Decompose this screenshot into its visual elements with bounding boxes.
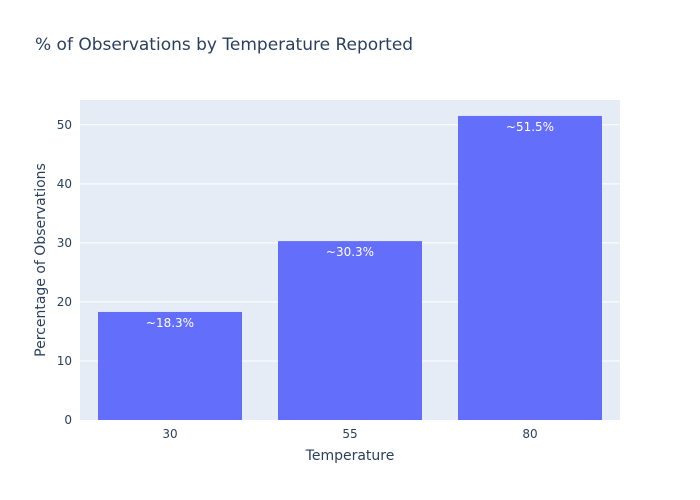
chart-title: % of Observations by Temperature Reporte…: [35, 35, 413, 55]
y-axis-label: Percentage of Observations: [33, 163, 49, 357]
x-axis-ticks: 30 55 80: [162, 427, 537, 441]
bar-value-label: ~51.5%: [506, 120, 554, 134]
y-tick-label: 30: [57, 236, 72, 250]
y-tick-label: 50: [57, 118, 72, 132]
y-tick-label: 40: [57, 177, 72, 191]
x-tick-label: 30: [162, 427, 177, 441]
bar: [278, 241, 422, 420]
bar-value-label: ~18.3%: [146, 316, 194, 330]
x-tick-label: 80: [522, 427, 537, 441]
x-tick-label: 55: [342, 427, 357, 441]
bar: [458, 115, 602, 421]
bar: [98, 311, 242, 420]
bars: [98, 115, 602, 421]
y-axis-ticks: 0 10 20 30 40 50: [57, 118, 72, 427]
y-tick-label: 20: [57, 295, 72, 309]
data-labels: ~18.3% ~30.3% ~51.5%: [146, 120, 554, 330]
y-tick-label: 0: [64, 413, 72, 427]
y-tick-label: 10: [57, 354, 72, 368]
x-axis-label: Temperature: [305, 448, 395, 464]
bar-value-label: ~30.3%: [326, 245, 374, 259]
